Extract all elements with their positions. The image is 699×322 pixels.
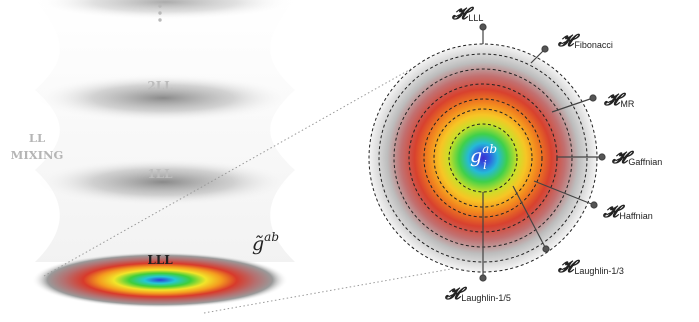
label-h-laughlin-1-3: 𝓗Laughlin-1/3 — [557, 257, 624, 277]
ring-laughlin-1-3 — [433, 108, 533, 208]
level-label-1ll: 1LL — [147, 167, 173, 181]
pin-haffnian — [590, 201, 598, 209]
mixing-label-line2: MIXING — [11, 148, 64, 162]
pin-gaffnian — [598, 153, 606, 161]
mixing-label-line1: LL — [29, 131, 45, 145]
level-blob-lll — [32, 252, 288, 308]
label-h-lll: 𝓗LLL — [451, 4, 483, 24]
label-h-mr: 𝓗MR — [603, 90, 635, 110]
level-blob-1ll — [35, 158, 291, 206]
leader-lines — [479, 23, 606, 282]
label-h-gaffnian: 𝓗Gaffnian — [611, 148, 662, 168]
pin-mr — [589, 94, 597, 102]
label-h-laughlin-1-5: 𝓗Laughlin-1/5 — [444, 284, 511, 304]
pin-laughlin-1-3 — [542, 245, 550, 253]
ring-laughlin-1-5 — [448, 123, 518, 193]
level-column — [35, 0, 295, 262]
level-label-lll: LLL — [147, 253, 173, 267]
metric-spectrum-disc — [369, 44, 597, 272]
label-h-haffnian: 𝓗Haffnian — [602, 202, 653, 222]
label-h-fibonacci: 𝓗Fibonacci — [557, 31, 613, 51]
center-metric-label: gab i — [470, 142, 497, 172]
pin-fibonacci — [541, 45, 549, 53]
top-level-blob — [35, 0, 295, 20]
continuation-dots — [158, 4, 162, 22]
ring-fibonacci — [378, 53, 588, 263]
pin-laughlin-1-5 — [479, 274, 487, 282]
zoom-lines — [43, 60, 463, 314]
ring-haffnian — [423, 98, 543, 218]
level-label-2ll: 2LL — [147, 79, 173, 93]
pin-lll — [479, 23, 487, 31]
level-blob-2ll — [35, 74, 291, 122]
metric-label: g̃ab — [252, 230, 279, 255]
